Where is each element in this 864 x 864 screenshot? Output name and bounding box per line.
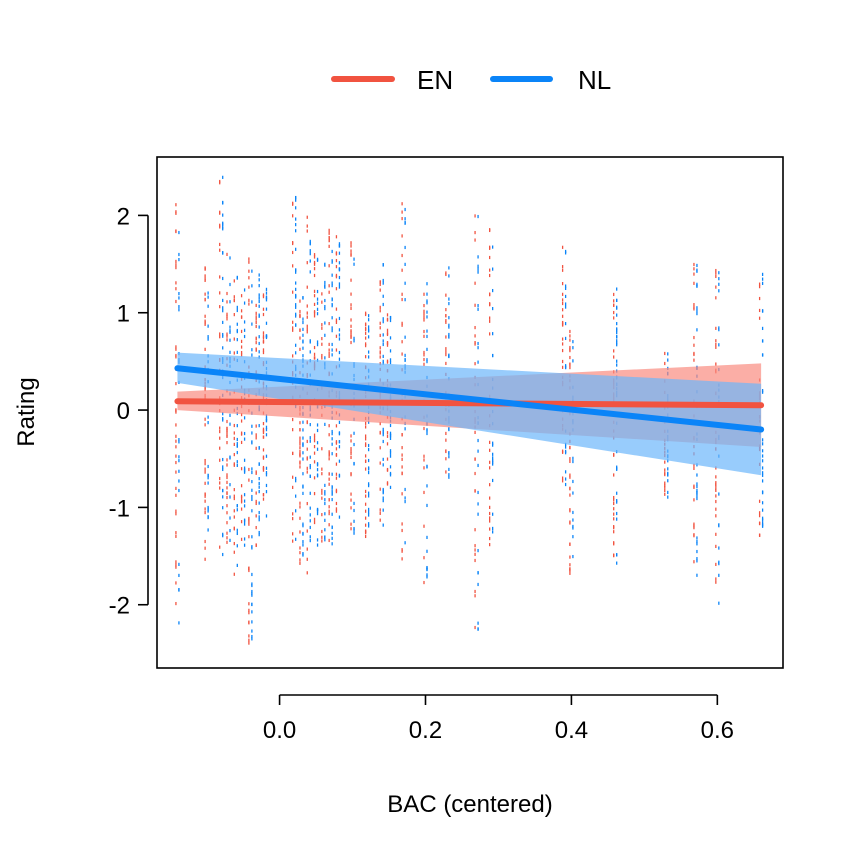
legend-label-en: EN (417, 65, 453, 95)
fit-line-nl (174, 365, 765, 433)
x-tick-label: 0.0 (263, 717, 296, 744)
rug-column (313, 253, 319, 547)
fit-line-en (174, 398, 765, 409)
x-tick-label: 0.6 (701, 717, 734, 744)
y-axis: -2 -1 0 1 2 (109, 203, 149, 620)
x-axis-title: BAC (centered) (387, 791, 552, 818)
x-tick-label: 0.4 (555, 717, 588, 744)
y-tick-label: 0 (117, 398, 130, 425)
plot-frame (156, 156, 784, 669)
rug-column (489, 228, 494, 547)
y-tick-label: -1 (109, 495, 130, 522)
y-tick-label: 2 (117, 203, 130, 230)
y-tick-label: 1 (117, 301, 130, 328)
legend: EN NL (331, 65, 611, 95)
x-tick-label: 0.2 (409, 717, 442, 744)
y-axis-title: Rating (13, 377, 40, 446)
x-axis: 0.0 0.2 0.4 0.6 (263, 694, 734, 744)
legend-label-nl: NL (578, 65, 611, 95)
rug-column (248, 257, 253, 645)
y-tick-label: -2 (109, 593, 130, 620)
fit-lines (174, 365, 765, 433)
